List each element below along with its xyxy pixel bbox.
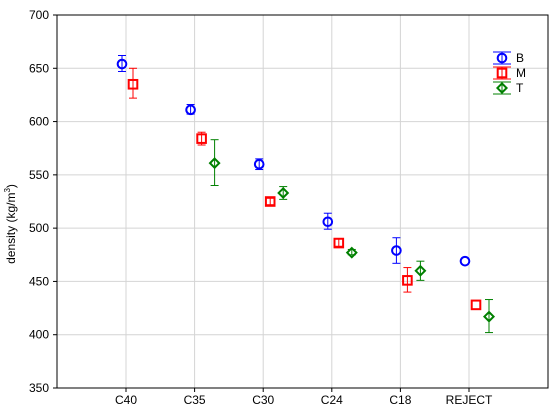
x-tick-label: C24 — [321, 393, 343, 407]
x-tick-labels: C40 C35 C30 C24 C18 REJECT — [115, 393, 493, 407]
data-point-B — [185, 104, 196, 116]
y-tick-label: 700 — [29, 8, 49, 22]
data-point-M — [470, 299, 482, 311]
legend-label: T — [516, 81, 524, 95]
legend-label: M — [516, 66, 526, 80]
legend-marker-T — [495, 81, 509, 95]
data-point-T — [345, 246, 358, 259]
data-point-B — [322, 216, 334, 228]
data-point-T — [482, 310, 496, 323]
x-tick-label: C30 — [252, 393, 274, 407]
series-T — [208, 139, 496, 334]
legend: BMT — [493, 51, 526, 95]
legend-entry-M: M — [493, 66, 526, 80]
y-tick-label: 600 — [29, 115, 49, 129]
y-axis-label-superscript: 3 — [3, 188, 12, 193]
x-tick-label: REJECT — [446, 393, 493, 407]
series-markers — [116, 54, 496, 334]
x-tick-label: C18 — [389, 393, 411, 407]
y-tick-label: 650 — [29, 61, 49, 75]
data-point-M — [402, 275, 413, 286]
legend-entry-B: B — [493, 51, 524, 65]
y-axis-label-close: ) — [4, 184, 18, 188]
data-point-B — [253, 158, 265, 170]
data-point-B — [391, 245, 402, 256]
y-axis-label-main: density (kg/m — [4, 193, 18, 264]
legend-label: B — [516, 51, 524, 65]
data-point-T — [277, 186, 290, 199]
data-point-T — [208, 157, 221, 170]
data-point-T — [414, 264, 427, 277]
series-M — [127, 67, 482, 311]
y-tick-labels: 350 400 450 500 550 600 650 700 — [29, 8, 49, 395]
data-point-B — [116, 58, 128, 70]
legend-entry-T: T — [493, 81, 524, 95]
plot-frame — [56, 14, 549, 389]
data-point-M — [127, 78, 139, 90]
y-tick-label: 400 — [29, 328, 49, 342]
legend-marker-B — [496, 52, 508, 64]
data-point-M — [264, 196, 276, 207]
y-tick-label: 450 — [29, 274, 49, 288]
legend-marker-M — [496, 67, 508, 79]
y-tick-label: 350 — [29, 381, 49, 395]
x-tick-label: C40 — [115, 393, 137, 407]
series-B — [116, 54, 471, 267]
data-point-M — [196, 133, 207, 144]
axes — [53, 14, 549, 392]
y-axis-label: density (kg/m3) — [3, 184, 18, 264]
y-tick-label: 550 — [29, 168, 49, 182]
x-tick-label: C35 — [184, 393, 206, 407]
y-tick-label: 500 — [29, 221, 49, 235]
data-point-M — [333, 237, 345, 249]
grid-lines — [57, 14, 548, 389]
data-point-B — [459, 255, 471, 267]
